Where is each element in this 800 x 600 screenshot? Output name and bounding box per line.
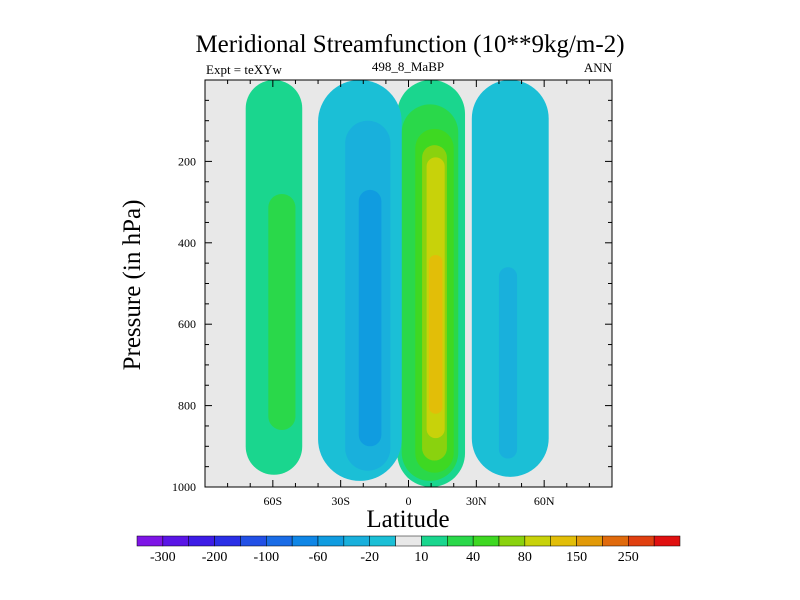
x-axis: 60S 30S 0 30N 60N [227, 80, 590, 508]
colorbar-swatch [136, 535, 164, 547]
experiment-label: Expt = teXYw [206, 62, 283, 77]
colorbar-swatch [524, 535, 551, 547]
contour-region-northern-ferrel-core [498, 267, 518, 459]
colorbar-swatch [266, 535, 293, 547]
y-tick-label: 800 [178, 399, 196, 413]
period-label: 498_8_MaBP [372, 59, 444, 74]
contour-fills [245, 80, 549, 487]
colorbar-swatch [395, 535, 422, 547]
colorbar-label: -60 [309, 550, 328, 565]
colorbar: -300 -200 -100 -60 -20 10 40 80 150 250 [136, 535, 681, 565]
colorbar-swatch [472, 535, 500, 547]
contour-region-southern-hadley-core [358, 189, 382, 447]
contour-region-northern-hadley-core [428, 255, 443, 414]
x-tick-label: 0 [406, 494, 412, 508]
colorbar-label: 10 [414, 550, 428, 565]
colorbar-swatch [343, 535, 370, 547]
contour-region-southern-ferrel-core [268, 193, 296, 431]
y-tick-label: 600 [178, 317, 196, 331]
colorbar-swatch [447, 535, 474, 547]
colorbar-swatch [602, 535, 629, 547]
y-axis: 200 400 600 800 1000 [172, 99, 612, 494]
colorbar-swatch [369, 535, 396, 547]
colorbar-swatch [188, 535, 215, 547]
y-tick-label: 200 [178, 154, 196, 168]
x-tick-label: 30N [466, 494, 487, 508]
colorbar-swatch [291, 535, 319, 547]
colorbar-label: -100 [253, 550, 279, 565]
colorbar-swatch [498, 535, 526, 547]
colorbar-swatch [317, 535, 345, 547]
chart-title: Meridional Streamfunction (10**9kg/m-2) [195, 31, 624, 58]
y-tick-label: 1000 [172, 480, 196, 494]
season-label: ANN [584, 60, 613, 75]
colorbar-label: -300 [150, 550, 176, 565]
colorbar-label: 150 [566, 550, 587, 565]
colorbar-swatch [550, 535, 577, 547]
colorbar-swatch [653, 535, 681, 547]
colorbar-swatch [421, 535, 448, 547]
x-axis-label: Latitude [366, 506, 449, 533]
colorbar-swatch [162, 535, 189, 547]
x-tick-label: 60S [263, 494, 282, 508]
colorbar-label: 40 [466, 550, 480, 565]
colorbar-label: -200 [202, 550, 228, 565]
colorbar-label: 80 [518, 550, 532, 565]
y-tick-label: 400 [178, 236, 196, 250]
colorbar-label: 250 [618, 550, 639, 565]
colorbar-swatch [240, 535, 267, 547]
x-tick-label: 60N [534, 494, 555, 508]
y-axis-label: Pressure (in hPa) [119, 200, 146, 371]
x-tick-label: 30S [331, 494, 350, 508]
colorbar-swatch [214, 535, 241, 547]
colorbar-swatch [628, 535, 655, 547]
colorbar-label: -20 [360, 550, 379, 565]
colorbar-swatch [576, 535, 603, 547]
